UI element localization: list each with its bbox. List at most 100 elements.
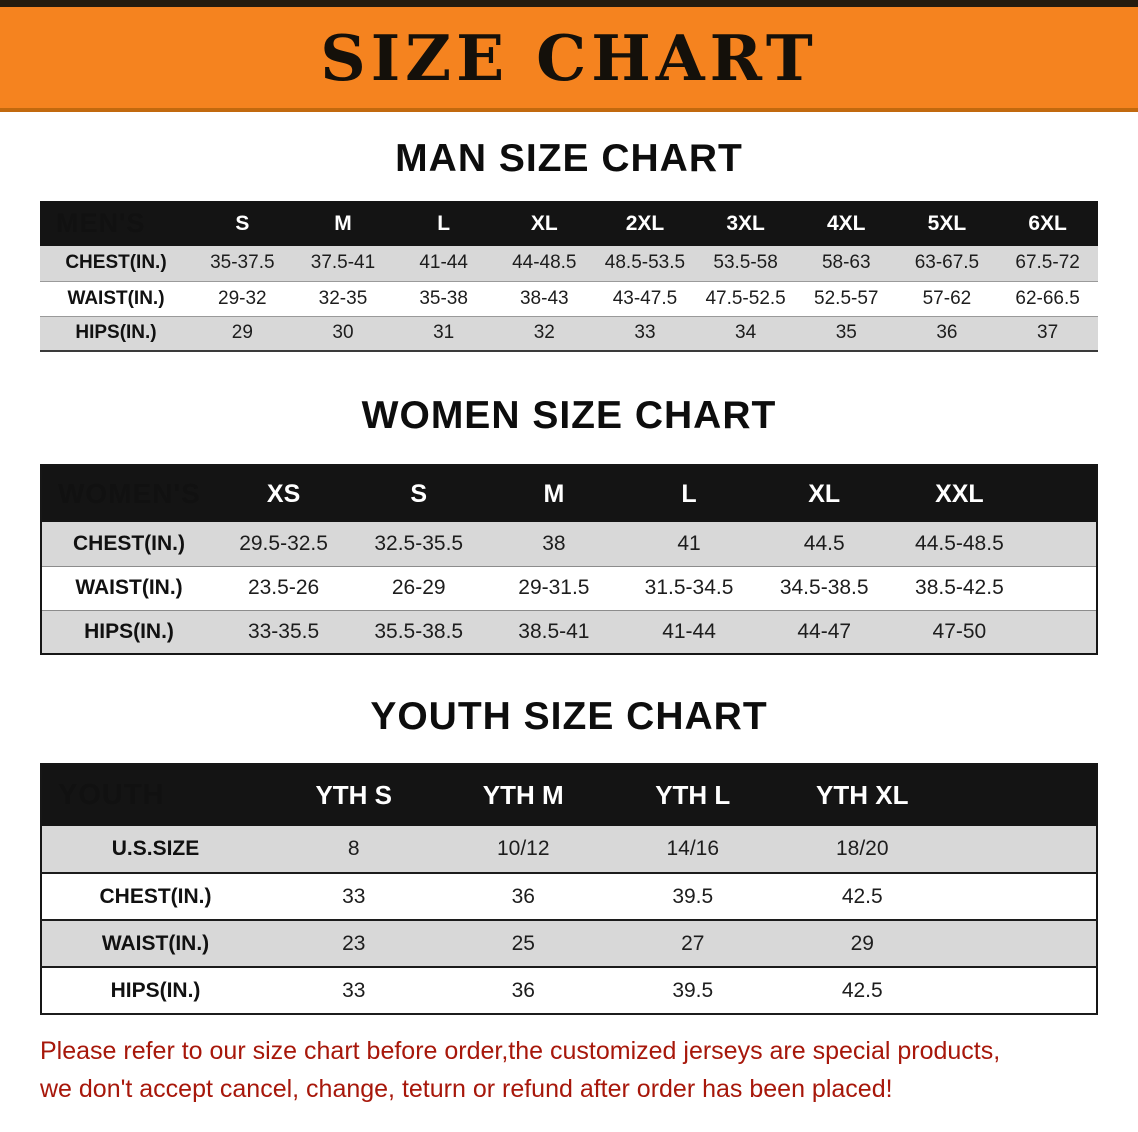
size-value-cell: 33-35.5 [216, 610, 352, 655]
youth-section-title: YOUTH SIZE CHART [370, 695, 768, 738]
table-row: WAIST(IN.) 29-32 32-35 35-38 38-43 43-47.5 47.… [40, 281, 1098, 317]
banner: SIZE CHART [0, 0, 1138, 112]
size-value-cell: 37 [997, 316, 1098, 352]
size-value-cell: 34.5-38.5 [756, 566, 892, 611]
table-row: WAIST(IN.) 23.5-26 26-29 29-31.5 31.5-34.5 34… [41, 566, 1097, 611]
size-value-cell: 29-31.5 [486, 566, 622, 611]
size-value-cell: 38 [486, 522, 622, 567]
table-title-cell: YOUTH [41, 764, 269, 826]
footer-line-2: we don't accept cancel, change, teturn o… [40, 1074, 893, 1103]
size-value-cell: 26-29 [351, 566, 487, 611]
size-value-cell: 8 [269, 826, 439, 874]
size-value-cell: 47.5-52.5 [695, 281, 796, 317]
size-value-cell: 67.5-72 [997, 246, 1098, 282]
size-value-cell: 53.5-58 [695, 246, 796, 282]
size-value-cell: 31.5-34.5 [621, 566, 757, 611]
table-row: WAIST(IN.) 23 25 27 29 [41, 920, 1097, 968]
size-value-cell: 44-47 [756, 610, 892, 655]
size-value-cell: 47-50 [891, 610, 1027, 655]
footer-line-1: Please refer to our size chart before or… [40, 1037, 1001, 1065]
size-value-cell: 32.5-35.5 [351, 522, 487, 567]
size-column-header: 2XL [594, 201, 696, 246]
filler-cell [1027, 465, 1097, 522]
size-value-cell: 36 [438, 873, 608, 921]
table-row: U.S.SIZE 8 10/12 14/16 18/20 [41, 826, 1097, 874]
size-value-cell: 41-44 [621, 610, 757, 655]
table-title-cell: MEN'S [40, 201, 192, 246]
table-header-row: YOUTH YTH S YTH M YTH L YTH XL [41, 764, 1097, 826]
size-value-cell: 25 [438, 920, 608, 968]
size-value-cell: 32-35 [292, 281, 394, 317]
row-label-cell: WAIST(IN.) [40, 281, 192, 317]
filler-cell [947, 873, 1097, 921]
size-value-cell: 29-32 [192, 281, 293, 317]
size-value-cell: 48.5-53.5 [594, 246, 696, 282]
size-column-header: L [393, 201, 494, 246]
size-value-cell: 35-37.5 [192, 246, 293, 282]
table-header-row: WOMEN'S XS S M L XL XXL [41, 465, 1097, 522]
women-size-table: WOMEN'S XS S M L XL XXL CHEST(IN.) 29.5-32.5 32.5… [40, 464, 1098, 655]
size-column-header: YTH XL [777, 764, 947, 826]
row-label-cell: U.S.SIZE [41, 826, 269, 874]
size-value-cell: 35 [795, 316, 897, 352]
size-value-cell: 52.5-57 [795, 281, 897, 317]
size-column-header: XS [216, 465, 352, 522]
size-column-header: YTH M [438, 764, 608, 826]
size-value-cell: 44-48.5 [493, 246, 595, 282]
size-value-cell: 43-47.5 [594, 281, 696, 317]
table-row: CHEST(IN.) 35-37.5 37.5-41 41-44 44-48.5 48.5… [40, 246, 1098, 282]
size-column-header: M [486, 465, 622, 522]
size-value-cell: 33 [269, 967, 439, 1015]
size-column-header: 5XL [896, 201, 998, 246]
size-column-header: XXL [891, 465, 1027, 522]
table-row: CHEST(IN.) 33 36 39.5 42.5 [41, 873, 1097, 921]
table-header-row: MEN'S S M L XL 2XL 3XL 4XL 5XL 6XL [40, 201, 1098, 246]
size-column-header: L [621, 465, 757, 522]
size-value-cell: 32 [493, 316, 595, 352]
filler-cell [947, 920, 1097, 968]
size-value-cell: 44.5-48.5 [891, 522, 1027, 567]
row-label-cell: HIPS(IN.) [40, 316, 192, 352]
men-section-title: MAN SIZE CHART [395, 137, 743, 180]
size-value-cell: 29 [192, 316, 293, 352]
table-row: HIPS(IN.) 33 36 39.5 42.5 [41, 967, 1097, 1015]
size-value-cell: 44.5 [756, 522, 892, 567]
row-label-cell: CHEST(IN.) [40, 246, 192, 282]
size-column-header: 3XL [695, 201, 796, 246]
size-column-header: S [351, 465, 487, 522]
size-value-cell: 42.5 [777, 967, 947, 1015]
size-value-cell: 29.5-32.5 [216, 522, 352, 567]
size-value-cell: 63-67.5 [896, 246, 998, 282]
size-column-header: 4XL [795, 201, 897, 246]
page-title: SIZE CHART [320, 20, 818, 95]
size-value-cell: 23 [269, 920, 439, 968]
size-value-cell: 27 [608, 920, 778, 968]
size-value-cell: 30 [292, 316, 394, 352]
size-column-header: S [192, 201, 293, 246]
size-value-cell: 35.5-38.5 [351, 610, 487, 655]
size-value-cell: 42.5 [777, 873, 947, 921]
size-column-header: XL [756, 465, 892, 522]
women-section-title: WOMEN SIZE CHART [361, 394, 777, 437]
size-value-cell: 10/12 [438, 826, 608, 874]
row-label-cell: CHEST(IN.) [41, 873, 269, 921]
size-value-cell: 36 [438, 967, 608, 1015]
size-column-header: XL [493, 201, 595, 246]
filler-cell [1027, 610, 1097, 655]
size-value-cell: 38-43 [493, 281, 595, 317]
table-row: CHEST(IN.) 29.5-32.5 32.5-35.5 38 41 44.5 44.5… [41, 522, 1097, 567]
row-label-cell: WAIST(IN.) [41, 566, 216, 611]
size-value-cell: 58-63 [795, 246, 897, 282]
filler-cell [1027, 566, 1097, 611]
size-value-cell: 41-44 [393, 246, 494, 282]
size-value-cell: 37.5-41 [292, 246, 394, 282]
filler-cell [947, 967, 1097, 1015]
size-value-cell: 33 [594, 316, 696, 352]
size-column-header: YTH S [269, 764, 439, 826]
men-size-table: MEN'S S M L XL 2XL 3XL 4XL 5XL 6XL CHEST(IN.) 35-37… [40, 201, 1098, 352]
row-label-cell: HIPS(IN.) [41, 967, 269, 1015]
size-column-header: 6XL [997, 201, 1098, 246]
youth-size-table: YOUTH YTH S YTH M YTH L YTH XL U.S.SIZE 8 10/12… [40, 763, 1098, 1015]
filler-cell [1027, 522, 1097, 567]
filler-cell [947, 764, 1097, 826]
